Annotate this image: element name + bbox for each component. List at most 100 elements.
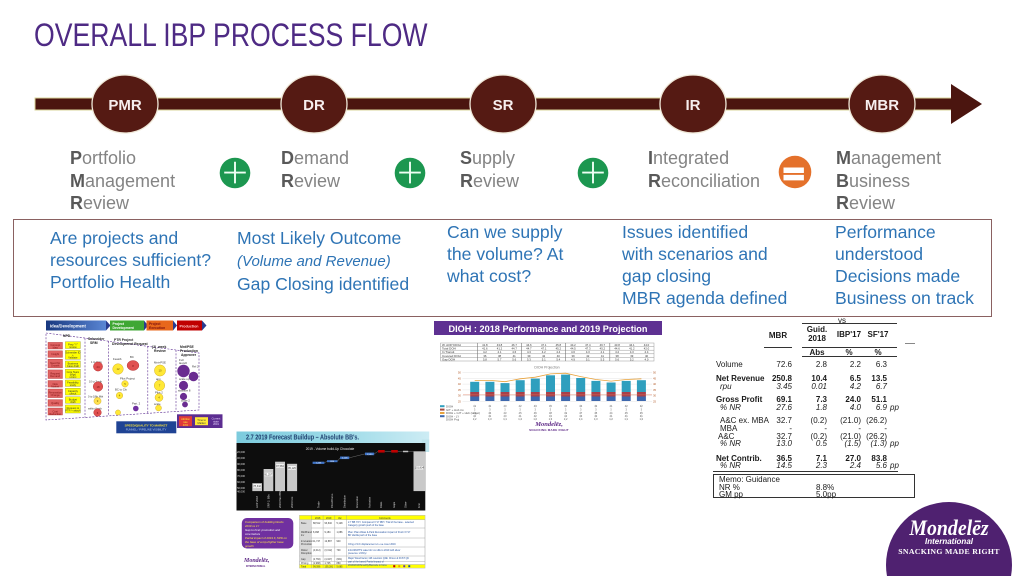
svg-text:414140424345464442414242: 414140424345464442414242 (473, 404, 643, 408)
svg-text:Disruption: Disruption (301, 552, 312, 555)
svg-text:Project: Project (113, 322, 125, 326)
svg-text:Pilot Project: Pilot Project (120, 377, 135, 381)
svg-text:Market: Market (198, 421, 206, 425)
svg-text:78,342: 78,342 (253, 485, 261, 488)
svg-text:99,596: 99,596 (313, 566, 321, 569)
svg-text:Current: Current (212, 417, 221, 421)
svg-text:within 6 mth: within 6 mth (88, 407, 102, 411)
svg-text:Covered DOH: Covered DOH (442, 354, 461, 358)
svg-text:Project: Project (149, 322, 161, 326)
svg-text:launch: launch (179, 361, 188, 365)
svg-text:9: 9 (97, 399, 99, 403)
svg-text:60,000: 60,000 (237, 480, 245, 484)
svg-text:40,000: 40,000 (237, 490, 245, 494)
svg-text:Total DOH: Total DOH (442, 347, 456, 351)
svg-text:824: 824 (330, 461, 334, 463)
svg-text:SPEED/QUALITY TO MARKET: SPEED/QUALITY TO MARKET (125, 423, 168, 427)
svg-text:Innovation: Innovation (355, 495, 359, 508)
svg-text:app: app (156, 377, 161, 381)
svg-text:Trade: Trade (317, 501, 321, 508)
svg-text:0 to 18th Mth: 0 to 18th Mth (88, 395, 104, 399)
svg-text:Quality: Quality (51, 401, 60, 405)
svg-text:Pilot 2: Pilot 2 (155, 391, 163, 395)
svg-text:Idea/Development: Idea/Development (50, 324, 86, 329)
svg-text:Production: Production (180, 349, 198, 353)
svg-text:41.641.244.744.747.145.244.547: 41.6 41.2 44.7 44.7 47.1 45.2 44.5 47.3 45.2 44.6… (482, 347, 649, 351)
svg-text:1,245: 1,245 (316, 463, 322, 465)
svg-text:1,086: 1,086 (337, 531, 344, 534)
svg-text:FUNNEL / PIPELINE VISIBILITY: FUNNEL / PIPELINE VISIBILITY (126, 428, 167, 432)
svg-text:Cost: Cost (53, 410, 59, 414)
svg-text:Concept: Concept (50, 343, 60, 347)
svg-text:Risks/: Risks/ (301, 549, 308, 552)
svg-text:Pricing: Pricing (301, 562, 309, 565)
svg-text:Mnt+PSE: Mnt+PSE (154, 361, 166, 365)
svg-text:5: 5 (124, 382, 126, 386)
svg-text:Fcst: Fcst (417, 503, 421, 508)
svg-text:Comparison of building blocks: Comparison of building blocks (245, 520, 284, 524)
svg-text:review: review (69, 345, 77, 349)
svg-text:700: 700 (337, 549, 342, 552)
svg-text:W. AOP DIOH: W. AOP DIOH (442, 343, 461, 347)
svg-text:40: 40 (653, 382, 657, 386)
svg-text:Partial impact of 2019 F, NPD: Partial impact of 2019 F, NPD on (245, 536, 287, 540)
svg-text:Execution: Execution (149, 326, 165, 330)
svg-text:Development: Development (113, 326, 135, 330)
svg-text:Feasibility: Feasibility (67, 381, 79, 385)
svg-text:Approver: Approver (181, 353, 197, 357)
svg-text:11,747: 11,747 (313, 540, 321, 543)
svg-text:Growth: Growth (51, 364, 60, 368)
svg-text:DIOH Proj: DIOH Proj (446, 418, 460, 422)
svg-text:Category growth push of the ba: Category growth push of the base (348, 524, 385, 527)
svg-text:Chng of 1/C displacement vs +v: Chng of 1/C displacement vs +ve cover 20… (348, 543, 396, 546)
svg-text:check: check (70, 392, 77, 396)
svg-text:Schneider: Schneider (88, 337, 105, 341)
svg-text:◼: ◼ (408, 564, 411, 568)
svg-text:93,640: 93,640 (325, 522, 333, 525)
svg-text:10: 10 (158, 369, 162, 373)
svg-text:30: 30 (458, 394, 462, 398)
svg-text:New: New (53, 382, 58, 386)
svg-text:50: 50 (653, 371, 657, 375)
svg-text:stabilize 8: stabilize 8 (178, 389, 191, 393)
svg-text:2018: 2018 (315, 517, 321, 520)
svg-text:Distribution: Distribution (343, 494, 347, 508)
svg-text:(4,012): (4,012) (313, 549, 321, 552)
svg-text:25: 25 (653, 400, 657, 404)
svg-text:Development Request: Development Request (112, 342, 148, 346)
svg-text:Validate: Validate (68, 356, 78, 360)
svg-text:MBR: MBR (865, 97, 899, 114)
svg-text:Business: Business (68, 362, 79, 366)
svg-text:Gap to Fcst: promotion and: Gap to Fcst: promotion and (245, 528, 280, 532)
svg-text:draft: draft (70, 400, 75, 404)
svg-text:part of the based Partial impa: part of the based Partial impact of (348, 560, 384, 563)
svg-text:333333333333: 333333333333 (474, 408, 643, 412)
svg-text:Major Wood factor, GB retentio: Major Wood factor, GB retention Q4E: Cho… (348, 557, 409, 560)
svg-text:2019 Fcst: 2019 Fcst (290, 496, 294, 508)
svg-text:(2,766): (2,766) (313, 558, 321, 561)
svg-text:2019: 2019 (213, 422, 219, 426)
svg-text:Need for: Need for (50, 361, 60, 365)
svg-text:18: 18 (96, 385, 100, 389)
svg-text:2,106: 2,106 (342, 458, 348, 460)
svg-text:Feasib: Feasib (113, 357, 122, 361)
svg-text:12,887: 12,887 (325, 540, 333, 543)
svg-text:Total: Total (301, 566, 307, 569)
svg-text:scale up: scale up (179, 377, 190, 381)
svg-text:the base of a top-Fighter base: the base of a top-Fighter base (245, 540, 284, 544)
svg-text:41.843.846.744.647.145.844.247: 41.8 43.8 46.7 44.6 47.1 45.8 44.2 47.4 46.7 43.8… (482, 343, 649, 347)
svg-text:91,257: 91,257 (265, 474, 273, 477)
svg-text:2019 - Volume build-Up Chocola: 2019 - Volume build-Up Chocolate (306, 447, 355, 451)
svg-text:BF Vanilla push of the base: BF Vanilla push of the base (348, 534, 378, 537)
svg-text:4.24.14.64.34.24.44.64.34.14.2: 4.2 4.1 4.6 4.3 4.2 4.4 4.6 4.3 4.1 4.2 4.3 4.4 (483, 350, 649, 354)
svg-text:1,00,000: 1,00,000 (235, 456, 246, 460)
svg-text:(3,312): (3,312) (325, 549, 333, 552)
svg-text:101,834: 101,834 (415, 467, 425, 470)
svg-text:5,128: 5,128 (337, 522, 344, 525)
svg-text:Demand: Demand (50, 374, 60, 378)
svg-text:5.85.75.65.35.15.44.95.15.55.6: 5.8 5.7 5.6 5.3 5.1 5.4 4.9 5.1 5.5 5.6 5.2 4.0 (483, 357, 649, 361)
svg-text:Case draft: Case draft (67, 364, 79, 368)
svg-text:(961): (961) (337, 558, 343, 561)
svg-text:DIOH Projection: DIOH Projection (534, 366, 559, 370)
svg-text:growth: growth (245, 544, 254, 548)
